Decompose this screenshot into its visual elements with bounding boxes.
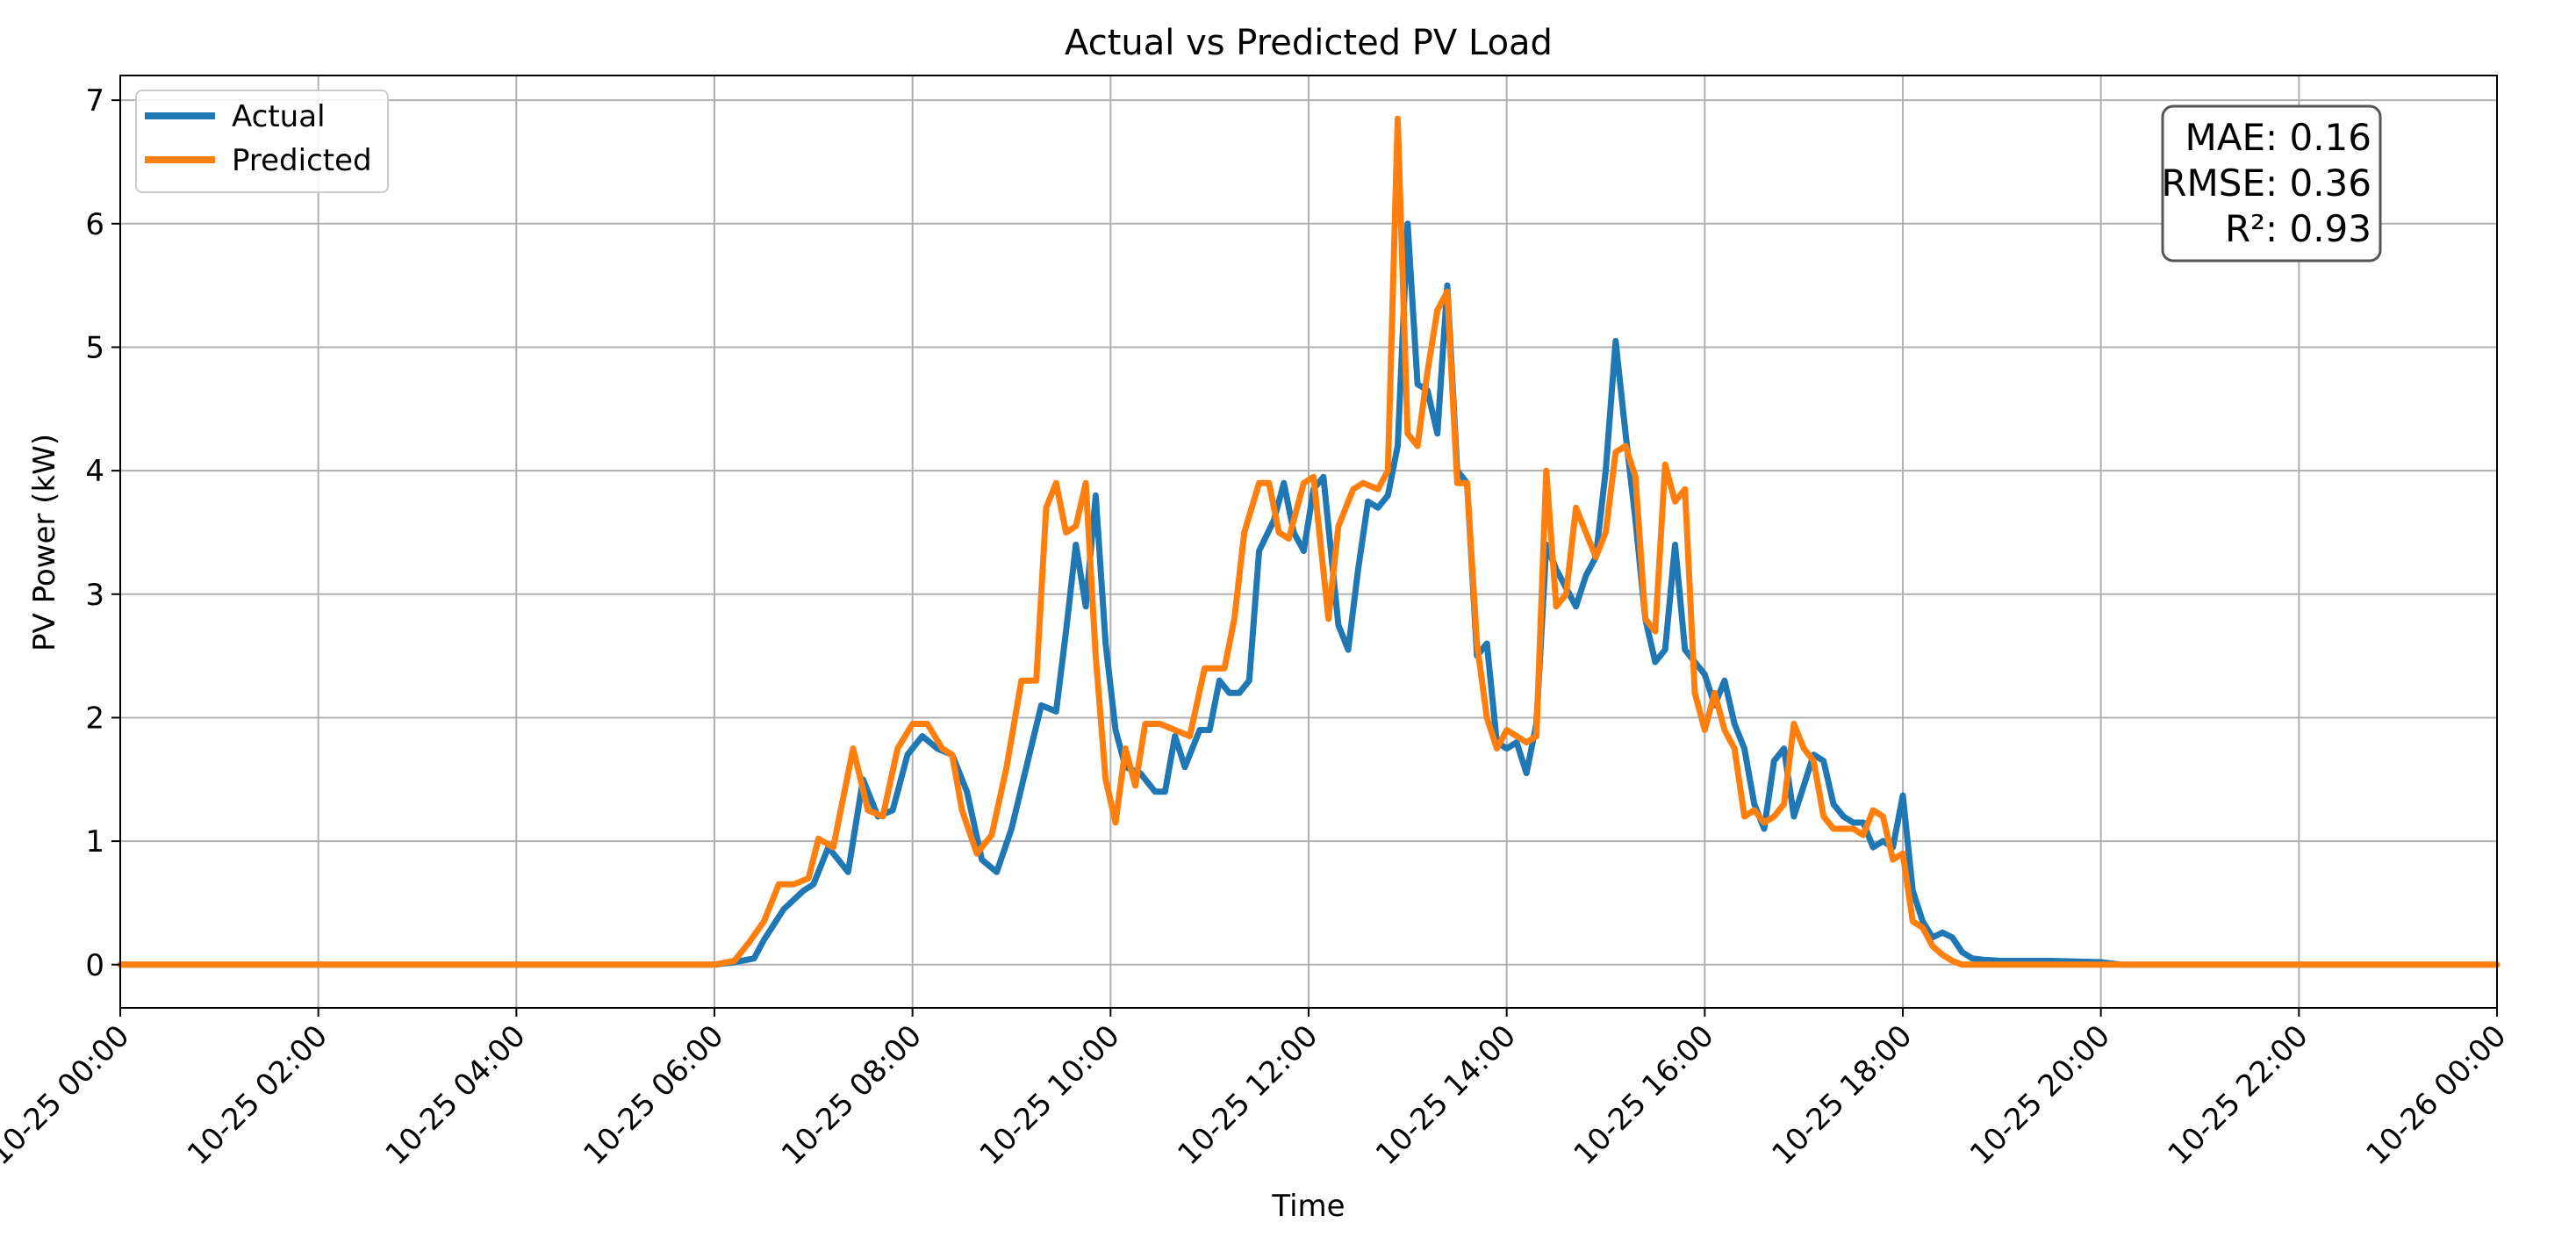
y-tick-label: 0 <box>85 948 104 983</box>
y-tick-label: 1 <box>85 824 104 859</box>
legend: Actual Predicted <box>135 90 389 193</box>
chart-title: Actual vs Predicted PV Load <box>1065 23 1553 63</box>
series-lines <box>117 115 2501 968</box>
y-tick-label: 3 <box>85 578 104 613</box>
y-tick-label: 4 <box>85 454 104 489</box>
metric-rmse: RMSE: 0.36 <box>2161 162 2371 205</box>
series-line-actual <box>117 220 2501 968</box>
x-axis-label: Time <box>1271 1189 1345 1224</box>
series-line-predicted <box>117 115 2501 968</box>
metrics-box-frame <box>2161 104 2382 263</box>
y-tick-label: 2 <box>85 701 104 736</box>
legend-label-predicted: Predicted <box>232 143 372 178</box>
legend-label-actual: Actual <box>232 99 326 134</box>
y-tick-label: 7 <box>85 83 104 119</box>
metrics-annotation: MAE: 0.16 RMSE: 0.36 R²: 0.93 <box>2161 104 2382 263</box>
grid <box>119 76 2498 1008</box>
y-tick-label: 6 <box>85 207 104 242</box>
y-tick-label: 5 <box>85 330 104 365</box>
metric-mae: MAE: 0.16 <box>2185 116 2371 159</box>
y-axis-label: PV Power (kW) <box>27 434 62 651</box>
metric-r2: R²: 0.93 <box>2225 207 2371 250</box>
